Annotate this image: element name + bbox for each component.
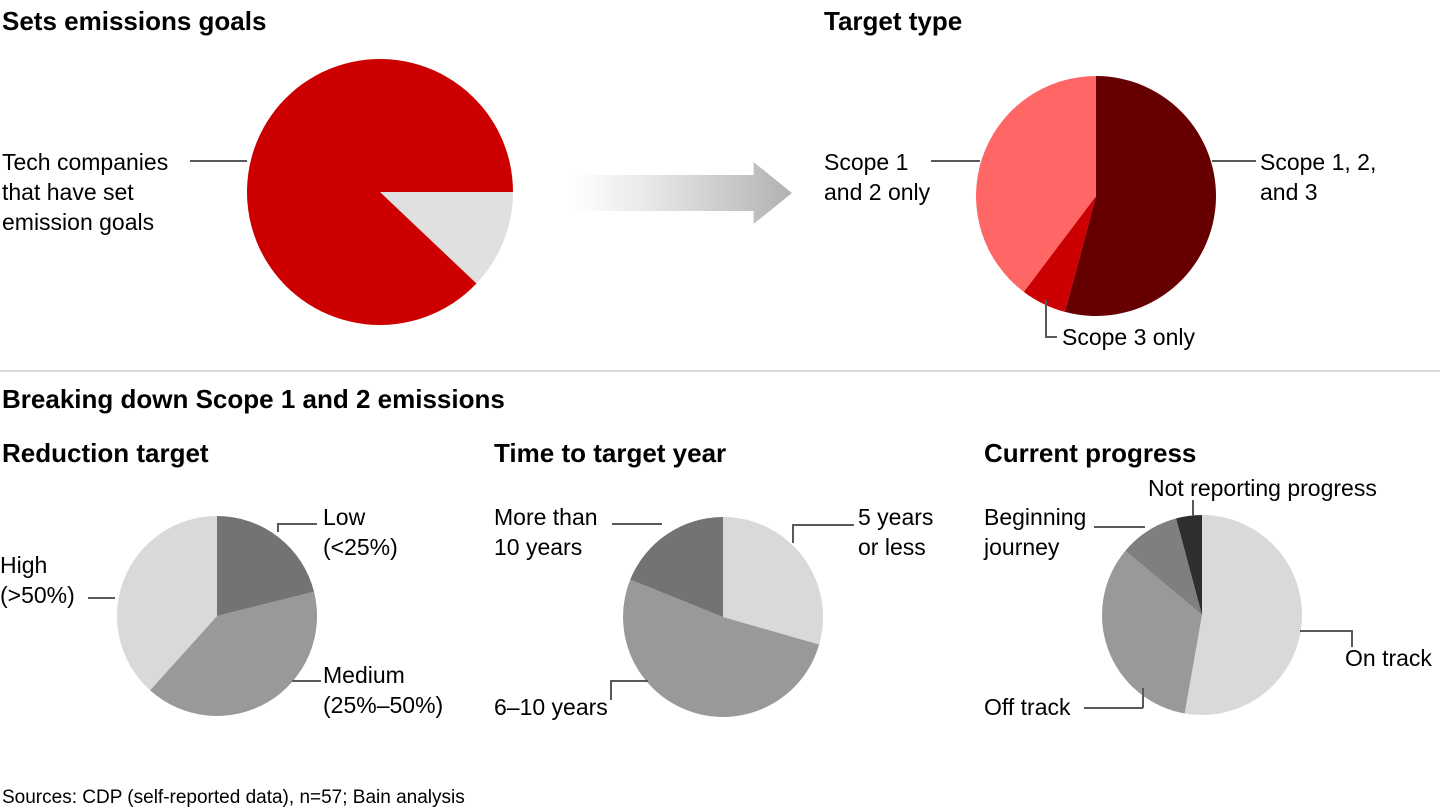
leader-line (931, 160, 980, 162)
callout-line: Scope 3 only (1062, 324, 1195, 350)
pie-slice-scope-3-only (1023, 196, 1096, 312)
callout-tech-companies: Tech companies that have set emission go… (2, 147, 168, 237)
leader-line (1300, 630, 1352, 632)
callout-medium: Medium (25%–50%) (323, 660, 443, 720)
leader-line (610, 680, 648, 682)
leader-line (1351, 630, 1353, 647)
pie-slice-not-reporting-progress (1176, 515, 1202, 615)
callout-beginning-journey: Beginning journey (984, 502, 1086, 562)
leader-line (610, 680, 612, 700)
title-reduction-target: Reduction target (2, 438, 209, 468)
callout-line: and 2 only (824, 179, 931, 205)
leader-line (88, 597, 115, 599)
pie-current-progress (1102, 515, 1303, 715)
callout-line: High (0, 552, 48, 578)
title-time-to-target: Time to target year (494, 438, 727, 468)
pie-slice-high (117, 516, 217, 691)
callout-line: Medium (323, 662, 405, 688)
pie-slice-no-goals (380, 192, 513, 284)
pie-slice-beginning-journey (1125, 518, 1202, 615)
callout-line: Scope 1, 2, (1260, 149, 1377, 175)
title-target-type: Target type (824, 6, 963, 36)
callout-line: that have set (2, 179, 134, 205)
pie-slice-on-track (1184, 515, 1303, 715)
leader-line (277, 523, 317, 525)
callout-line: On track (1345, 645, 1432, 671)
callout-line: Tech companies (2, 149, 169, 175)
leader-line (1142, 688, 1144, 708)
pie-slice-6-10-years (623, 579, 820, 717)
callout-on-track: On track (1345, 643, 1432, 673)
section-divider (0, 370, 1440, 372)
callout-line: More than (494, 504, 598, 530)
leader-line (1192, 500, 1194, 516)
callout-line: Not reporting progress (1148, 475, 1377, 501)
callout-line: or less (858, 534, 926, 560)
leader-line (1212, 160, 1256, 162)
leader-line (292, 680, 321, 682)
leader-line (1094, 526, 1145, 528)
pie-slice-more-than-10-years (630, 517, 723, 617)
callout-line: Off track (984, 694, 1071, 720)
leader-line (792, 524, 854, 526)
callout-6-10-years: 6–10 years (494, 692, 608, 722)
callout-scope-1-2-only: Scope 1 and 2 only (824, 147, 930, 207)
callout-line: emission goals (2, 209, 155, 235)
callout-line: Scope 1 (824, 149, 909, 175)
callout-not-reporting-progress: Not reporting progress (1148, 473, 1377, 503)
title-current-progress: Current progress (984, 438, 1197, 468)
callout-line: and 3 (1260, 179, 1318, 205)
pie-slice-5-years-or-less (723, 517, 824, 645)
leader-line (1084, 707, 1143, 709)
callout-line: 5 years (858, 504, 934, 530)
pie-slice-scope-1-2-3 (1064, 76, 1217, 316)
callout-scope-3-only: Scope 3 only (1062, 322, 1195, 352)
callout-line: Low (323, 504, 366, 530)
callout-line: 10 years (494, 534, 583, 560)
pie-time-to-target-year (623, 517, 824, 717)
flow-arrow-icon (566, 162, 792, 224)
callout-5-years-or-less: 5 years or less (858, 502, 933, 562)
title-sets-emissions-goals: Sets emissions goals (2, 6, 267, 36)
callout-line: Beginning (984, 504, 1087, 530)
callout-low: Low (<25%) (323, 502, 398, 562)
pie-target-type (975, 76, 1217, 316)
pie-slice-low (217, 516, 315, 616)
pie-sets-emissions-goals (247, 58, 513, 325)
callout-more-than-10-years: More than 10 years (494, 502, 598, 562)
leader-line (1045, 336, 1057, 338)
leader-line (1045, 300, 1047, 337)
pie-slice-medium (150, 591, 317, 716)
callout-off-track: Off track (984, 692, 1071, 722)
pie-slice-set-goals (247, 58, 513, 325)
pie-reduction-target (117, 516, 317, 716)
callout-line: journey (984, 534, 1060, 560)
callout-line: (>50%) (0, 582, 75, 608)
callout-line: 6–10 years (494, 694, 608, 720)
callout-scope-1-2-3: Scope 1, 2, and 3 (1260, 147, 1376, 207)
pie-slice-off-track (1102, 550, 1202, 714)
leader-line (612, 523, 662, 525)
callout-high: High (>50%) (0, 550, 75, 610)
pie-slice-scope-1-2-only (975, 76, 1096, 292)
leader-line (190, 160, 247, 162)
leader-line (792, 524, 794, 543)
callout-line: (<25%) (323, 534, 398, 560)
sources-note: Sources: CDP (self-reported data), n=57;… (2, 787, 465, 808)
title-breakdown: Breaking down Scope 1 and 2 emissions (2, 384, 505, 414)
callout-line: (25%–50%) (323, 692, 444, 718)
leader-line (277, 523, 279, 532)
